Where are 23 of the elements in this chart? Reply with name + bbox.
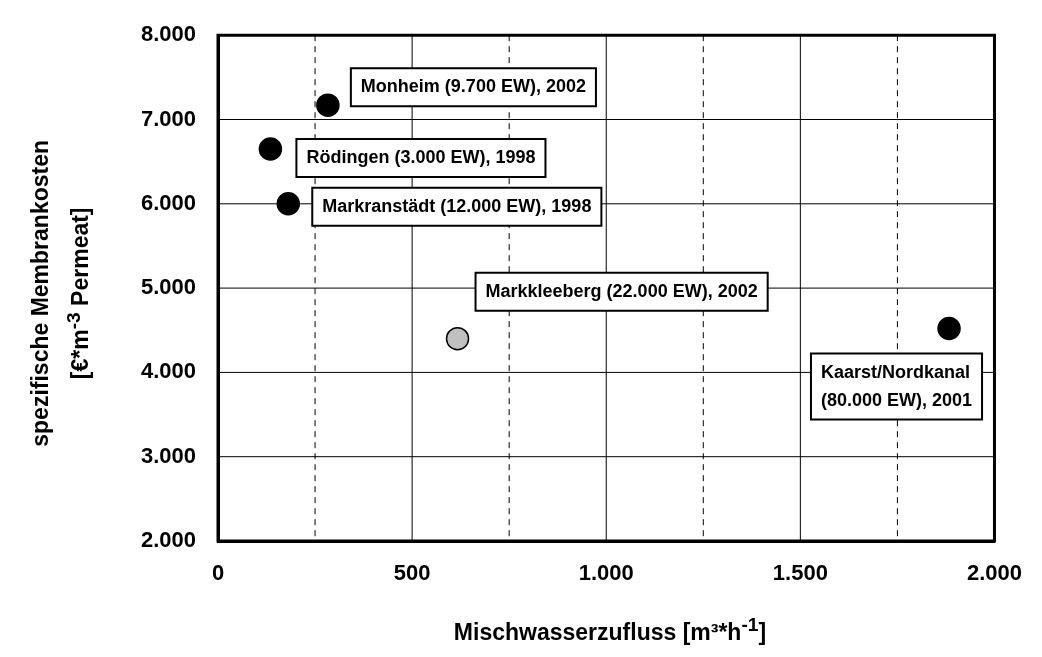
y-tick-label: 4.000	[140, 358, 196, 384]
x-tick-label: 1.000	[578, 560, 634, 586]
y-tick-label: 8.000	[140, 21, 196, 47]
point	[445, 326, 470, 351]
y-tick-label: 3.000	[140, 442, 196, 468]
y-tick-label: 6.000	[140, 189, 196, 215]
annotation: Markkleeberg (22.000 EW), 2002	[485, 280, 758, 301]
point	[937, 316, 961, 341]
annotation: Markranstädt (12.000 EW), 1998	[322, 195, 592, 216]
y-tick-label: 5.000	[140, 274, 196, 300]
annotation: Kaarst/Nordkanal (80.000 EW), 2001	[820, 361, 973, 410]
y-tick-label: 7.000	[140, 105, 196, 131]
point	[276, 192, 301, 216]
y-tick-label: 2.000	[140, 527, 196, 553]
point	[258, 137, 283, 161]
x-tick-label: 0	[211, 560, 225, 586]
x-tick-label: 500	[393, 560, 431, 586]
point	[316, 93, 340, 117]
annotation: Monheim (9.700 EW), 2002	[360, 76, 586, 97]
x-axis-title: Mischwasserzufluss [m³*h$^{-1}$]	[452, 613, 768, 647]
annotation: Rödingen (3.000 EW), 1998	[306, 146, 536, 167]
x-tick-label: 1.500	[772, 560, 828, 586]
x-tick-label: 2.000	[966, 560, 1022, 586]
